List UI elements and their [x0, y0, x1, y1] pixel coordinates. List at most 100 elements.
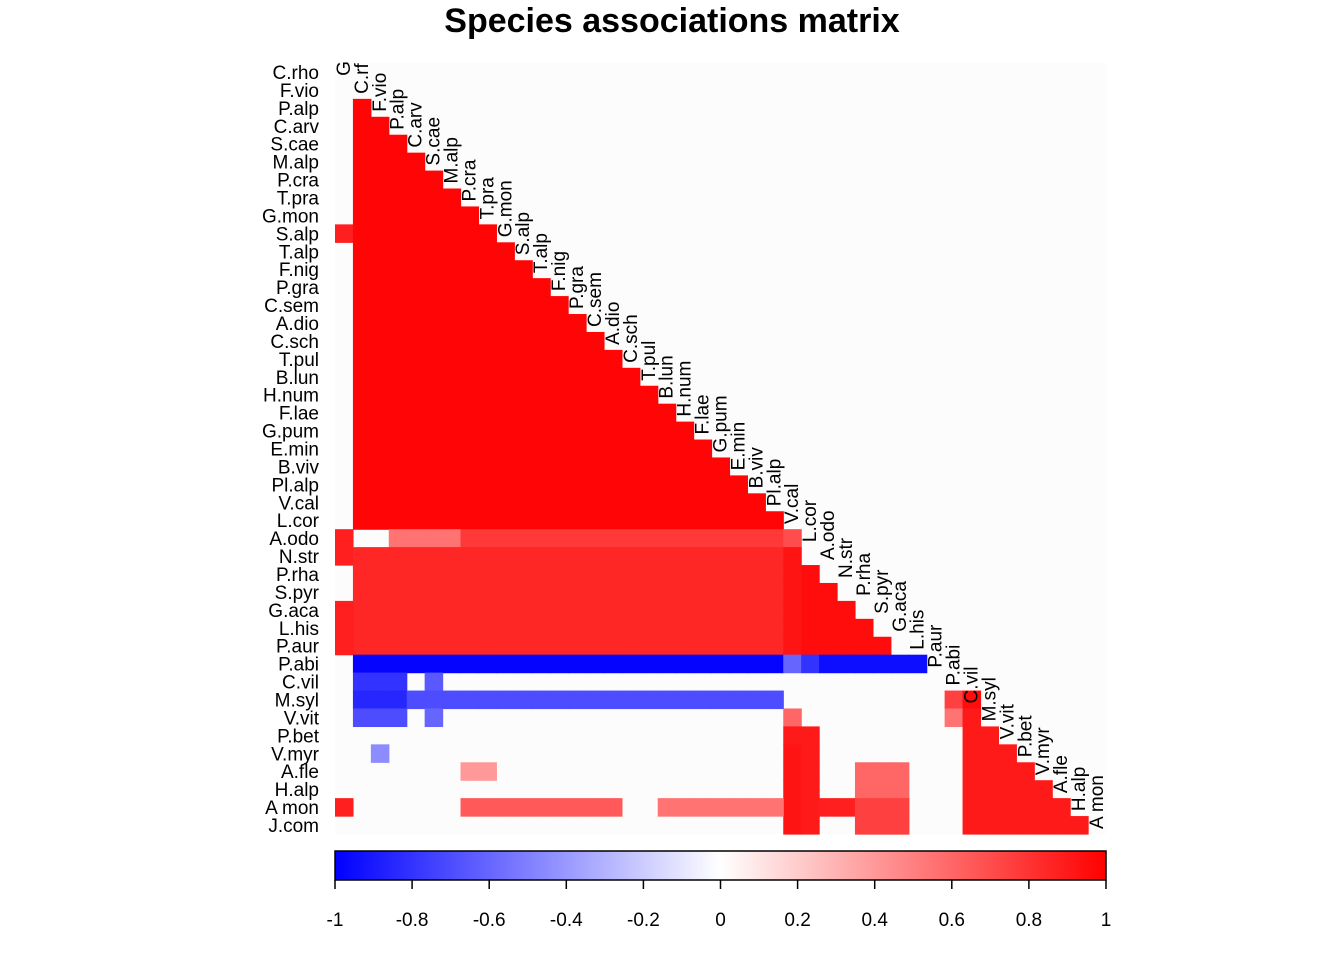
heatmap-cell: [478, 565, 497, 584]
heatmap-cell: [478, 798, 497, 817]
heatmap-cell: [801, 816, 820, 835]
heatmap-cell: [352, 152, 372, 172]
heatmap-cell: [675, 457, 695, 476]
heatmap-cell: [352, 170, 372, 190]
heatmap-cell: [639, 439, 659, 459]
heatmap-cell: [388, 260, 408, 279]
heatmap-cell: [424, 511, 444, 530]
heatmap-cell: [747, 618, 766, 638]
heatmap-cell: [370, 457, 390, 476]
heatmap-cell: [478, 654, 497, 674]
row-label: N.str: [279, 547, 320, 568]
heatmap-cell: [335, 529, 354, 548]
heatmap-cell: [532, 278, 551, 297]
heatmap-cell: [747, 600, 766, 620]
row-label: P.abi: [278, 655, 319, 676]
heatmap-cell: [370, 421, 390, 441]
heatmap-cell: [442, 529, 462, 548]
heatmap-cell: [460, 475, 480, 494]
heatmap-cell: [729, 475, 748, 494]
heatmap-cell: [388, 385, 408, 405]
heatmap-cell: [962, 780, 982, 799]
heatmap-cell: [586, 618, 605, 638]
heatmap-cell: [478, 762, 497, 781]
row-label: S.cae: [270, 135, 319, 156]
heatmap-cell: [352, 547, 372, 566]
heatmap-cell: [532, 314, 551, 333]
heatmap-cell: [801, 744, 820, 763]
heatmap-cell: [352, 439, 372, 459]
heatmap-cell: [819, 618, 838, 638]
heatmap-cell: [514, 636, 533, 656]
heatmap-cell: [514, 654, 533, 674]
heatmap-cell: [460, 314, 480, 333]
heatmap-cell: [675, 529, 695, 548]
heatmap-cell: [370, 565, 390, 584]
heatmap-cell: [532, 493, 551, 512]
heatmap-cell: [388, 672, 408, 692]
heatmap-cell: [460, 600, 480, 620]
column-label: S.alp: [513, 212, 534, 255]
heatmap-cell: [460, 242, 480, 261]
heatmap-cell: [478, 278, 497, 297]
heatmap-cell: [586, 457, 605, 476]
row-label: C.rho: [273, 63, 319, 84]
column-label: T.alp: [531, 233, 552, 273]
heatmap-cell: [442, 547, 462, 566]
heatmap-cell: [460, 206, 480, 225]
heatmap-cell: [568, 511, 587, 530]
heatmap-cell: [370, 582, 390, 602]
heatmap-cell: [675, 618, 695, 638]
heatmap-cell: [980, 780, 1000, 799]
heatmap-cell: [711, 457, 731, 476]
heatmap-cell: [514, 367, 533, 387]
heatmap-cell: [406, 206, 426, 225]
heatmap-cell: [890, 762, 910, 781]
heatmap-cell: [442, 385, 462, 405]
heatmap-cell: [639, 547, 659, 566]
heatmap-cell: [675, 475, 695, 494]
heatmap-cell: [801, 762, 820, 781]
heatmap-cell: [424, 547, 444, 566]
heatmap-cell: [944, 708, 964, 728]
heatmap-cell: [352, 314, 372, 333]
heatmap-cell: [639, 457, 659, 476]
heatmap-cell: [621, 475, 641, 494]
heatmap-cell: [747, 511, 766, 530]
heatmap-cell: [478, 385, 497, 405]
heatmap-cells: [335, 63, 1106, 835]
heatmap-cell: [388, 654, 408, 674]
heatmap-cell: [352, 188, 372, 208]
column-label: P.aur: [926, 624, 947, 668]
heatmap-cell: [603, 475, 623, 494]
heatmap-cell: [478, 296, 497, 315]
heatmap-cell: [514, 565, 533, 584]
row-label: S.alp: [276, 224, 319, 245]
heatmap-cell: [352, 636, 372, 656]
column-label: H.alp: [1069, 767, 1090, 811]
heatmap-cell: [711, 600, 731, 620]
heatmap-cell: [980, 798, 1000, 817]
heatmap-cell: [657, 798, 677, 817]
heatmap-cell: [603, 636, 623, 656]
heatmap-cell: [639, 403, 659, 423]
heatmap-cell: [729, 600, 748, 620]
heatmap-cell: [657, 457, 677, 476]
heatmap-cell: [765, 636, 784, 656]
heatmap-cell: [603, 421, 623, 441]
heatmap-cell: [621, 493, 641, 512]
heatmap-cell: [747, 565, 766, 584]
heatmap-cell: [406, 224, 426, 243]
column-label: S.pyr: [872, 569, 893, 614]
column-label: L.cor: [800, 499, 821, 542]
heatmap-cell: [765, 600, 784, 620]
heatmap-cell: [424, 403, 444, 423]
heatmap-cell: [550, 547, 569, 566]
row-label: G.pum: [262, 422, 319, 443]
heatmap-cell: [693, 493, 713, 512]
heatmap-cell: [496, 636, 515, 656]
heatmap-cell: [568, 457, 587, 476]
heatmap-cell: [424, 529, 444, 548]
heatmap-cell: [370, 636, 390, 656]
heatmap-cell: [388, 582, 408, 602]
